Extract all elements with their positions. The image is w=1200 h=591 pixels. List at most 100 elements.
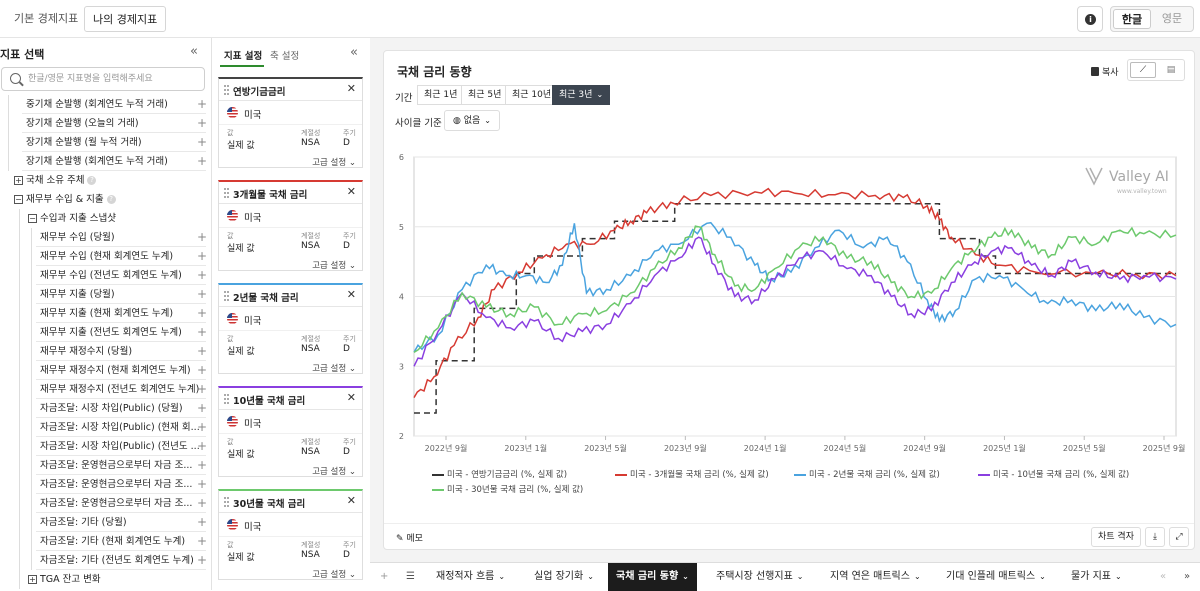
tree-item[interactable]: 재무부 수입 (현재 회계연도 누계) + [0,247,211,266]
tree-item[interactable]: 자금조달: 운영현금으로부터 자금 조... + [0,475,211,494]
tree-item[interactable]: 재무부 지출 (당월) + [0,285,211,304]
period-10y-button[interactable]: 최근 10년 [505,85,559,105]
lang-korean-button[interactable]: 한글 [1113,9,1151,29]
add-indicator-icon[interactable]: + [197,287,208,301]
remove-icon[interactable]: ✕ [346,185,356,198]
add-tab-icon[interactable]: + [380,571,389,582]
add-indicator-icon[interactable]: + [197,534,208,548]
seasonal-field[interactable]: NSA [301,447,320,457]
tree-item[interactable]: 재무부 수입 (전년도 회계연도 누계) + [0,266,211,285]
tab-indicator-settings[interactable]: 지표 설정 [224,51,263,62]
period-3y-button[interactable]: 최근 3년 ⌄ [552,85,611,105]
seasonal-field[interactable]: NSA [301,550,320,560]
remove-icon[interactable]: ✕ [346,288,356,301]
tree-item[interactable]: 재무부 지출 (현재 회계연도 누계) + [0,304,211,323]
value-type-field[interactable]: 실제 값 [227,553,255,563]
dashboard-tab[interactable]: 실업 장기화 ⌄ [526,563,602,591]
tree-item[interactable]: 자금조달: 시장 차입(Public) (당월) + [0,399,211,418]
help-icon[interactable]: ? [87,176,97,185]
tree-item[interactable]: 재무부 수입 (당월) + [0,228,211,247]
tree-item[interactable]: 재무부 재정수지 (현재 회계연도 누계) + [0,361,211,380]
drag-handle-icon[interactable] [224,85,229,95]
tree-item[interactable]: 장기채 순발행 (오늘의 거래) + [0,114,211,133]
value-type-field[interactable]: 실제 값 [227,347,255,357]
tree-item[interactable]: 재무부 재정수지 (전년도 회계연도 누계) + [0,380,211,399]
seasonal-field[interactable]: NSA [301,241,320,251]
tree-item[interactable]: 자금조달: 시장 차입(Public) (현재 회... + [0,418,211,437]
add-indicator-icon[interactable]: + [197,268,208,282]
add-indicator-icon[interactable]: + [197,553,208,567]
dashboard-tab[interactable]: 기대 인플레 매트릭스 ⌄ [938,563,1054,591]
add-indicator-icon[interactable]: + [197,401,208,415]
add-indicator-icon[interactable]: + [197,230,208,244]
period-5y-button[interactable]: 최근 5년 [461,85,509,105]
seasonal-field[interactable]: NSA [301,344,320,354]
add-indicator-icon[interactable]: + [197,477,208,491]
lang-english-button[interactable]: 영문 [1161,12,1183,25]
seasonal-field[interactable]: NSA [301,138,320,148]
advanced-settings-link[interactable]: 고급 설정 ⌄ [312,158,356,168]
tree-item[interactable]: 자금조달: 운영현금으로부터 자금 조... + [0,494,211,513]
tree-item[interactable]: 중기채 순발행 (회계연도 누적 거래) + [0,95,211,114]
add-indicator-icon[interactable]: + [197,116,208,130]
tab-basic-indicators[interactable]: 기본 경제지표 [14,12,79,25]
legend-item[interactable]: 미국 - 30년물 국채 금리 (%, 실제 값) [432,483,583,495]
tree-item[interactable]: 재무부 지출 (전년도 회계연도 누계) + [0,323,211,342]
add-indicator-icon[interactable]: + [197,458,208,472]
add-indicator-icon[interactable]: + [197,306,208,320]
tree-item[interactable]: 자금조달: 기타 (현재 회계연도 누계) + [0,532,211,551]
info-button[interactable]: i [1077,6,1103,32]
tree-item[interactable]: 장기채 순발행 (월 누적 거래) + [0,133,211,152]
legend-item[interactable]: 미국 - 10년물 국채 금리 (%, 실제 값) [978,468,1129,480]
line-chart-view-icon[interactable]: ⟋ [1130,62,1156,78]
add-indicator-icon[interactable]: + [197,382,208,396]
drag-handle-icon[interactable] [224,497,229,507]
period-field[interactable]: D [343,138,350,148]
remove-icon[interactable]: ✕ [346,494,356,507]
copy-button[interactable]: 복사 [1091,65,1119,78]
tree-item[interactable]: 자금조달: 운영현금으로부터 자금 조... + [0,456,211,475]
tab-my-indicators[interactable]: 나의 경제지표 [84,6,167,32]
memo-button[interactable]: ✎ 메모 [396,531,423,544]
value-type-field[interactable]: 실제 값 [227,450,255,460]
expand-icon[interactable]: + [28,575,37,584]
tree-item[interactable]: 자금조달: 기타 (당월) + [0,513,211,532]
advanced-settings-link[interactable]: 고급 설정 ⌄ [312,570,356,580]
fullscreen-icon[interactable]: ⤢ [1169,527,1189,547]
tab-list-icon[interactable]: ☰ [406,571,415,582]
period-field[interactable]: D [343,344,350,354]
tree-item[interactable]: + TGA 잔고 변화 [0,570,211,589]
remove-icon[interactable]: ✕ [346,82,356,95]
tree-item[interactable]: 자금조달: 시장 차입(Public) (전년도 ... + [0,437,211,456]
drag-handle-icon[interactable] [224,394,229,404]
advanced-settings-link[interactable]: 고급 설정 ⌄ [312,261,356,271]
dashboard-tab[interactable]: 물가 지표 ⌄ [1063,563,1130,591]
legend-item[interactable]: 미국 - 3개월물 국채 금리 (%, 실제 값) [615,468,769,480]
collapse-icon[interactable]: − [28,214,37,223]
collapse-icon[interactable]: − [14,195,23,204]
value-type-field[interactable]: 실제 값 [227,244,255,254]
advanced-settings-link[interactable]: 고급 설정 ⌄ [312,467,356,477]
tree-item[interactable]: − 수입과 지출 스냅샷 [0,209,211,228]
scroll-right-icon[interactable]: » [1184,571,1191,582]
add-indicator-icon[interactable]: + [197,97,208,111]
legend-item[interactable]: 미국 - 연방기금금리 (%, 실제 값) [432,468,567,480]
line-chart[interactable]: 6 5 4 3 2 2022년 9월 2023년 1월 2023년 5월 2023년 9월 202… [384,143,1194,473]
scroll-left-icon[interactable]: « [1160,571,1167,582]
dashboard-tab[interactable]: 국채 금리 동향 ⌄ [608,563,697,591]
download-icon[interactable]: ⤓ [1145,527,1165,547]
expand-icon[interactable]: + [14,176,23,185]
drag-handle-icon[interactable] [224,188,229,198]
dashboard-tab[interactable]: 주택시장 선행지표 ⌄ [708,563,811,591]
add-indicator-icon[interactable]: + [197,439,208,453]
add-indicator-icon[interactable]: + [197,249,208,263]
search-input[interactable] [28,71,198,87]
add-indicator-icon[interactable]: + [197,135,208,149]
period-field[interactable]: D [343,447,350,457]
tab-axis-settings[interactable]: 축 설정 [270,51,300,62]
chart-grid-button[interactable]: 차트 격자 [1091,527,1141,547]
add-indicator-icon[interactable]: + [197,496,208,510]
cycle-select[interactable]: ◍ 없음 ⌄ [444,110,500,131]
period-field[interactable]: D [343,550,350,560]
value-type-field[interactable]: 실제 값 [227,141,255,151]
